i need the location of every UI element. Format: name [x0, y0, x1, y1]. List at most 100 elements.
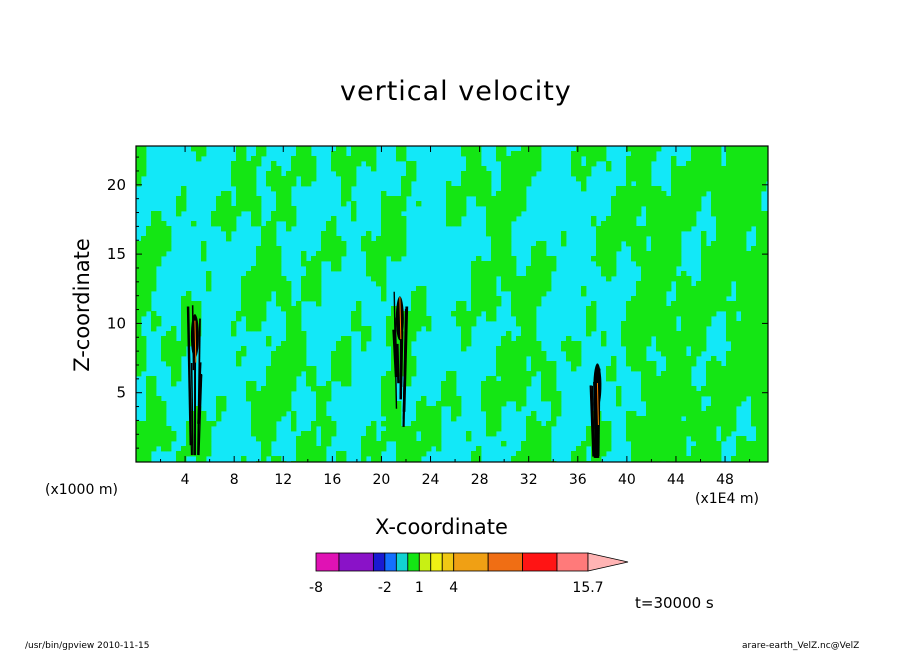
- field-cell: [321, 441, 327, 447]
- field-cell: [281, 306, 287, 312]
- field-cell: [536, 431, 542, 437]
- field-cell: [286, 301, 292, 307]
- field-cell: [631, 446, 637, 452]
- field-cell: [626, 196, 632, 202]
- field-cell: [711, 356, 717, 362]
- field-cell: [196, 321, 202, 327]
- field-cell: [411, 171, 417, 177]
- field-cell: [711, 246, 717, 252]
- field-cell: [766, 371, 768, 377]
- field-cell: [546, 391, 552, 397]
- core-streak: [198, 374, 203, 456]
- field-cell: [596, 151, 602, 157]
- field-cell: [711, 456, 717, 462]
- field-cell: [151, 211, 157, 217]
- field-cell: [261, 306, 267, 312]
- field-cell: [536, 346, 542, 352]
- field-cell: [606, 161, 612, 167]
- field-cell: [641, 311, 647, 317]
- field-cell: [471, 316, 477, 322]
- field-cell: [441, 386, 447, 392]
- field-cell: [186, 441, 192, 447]
- field-cell: [581, 446, 587, 452]
- field-cell: [301, 351, 307, 357]
- field-cell: [726, 281, 732, 287]
- field-cell: [286, 396, 292, 402]
- field-cell: [686, 401, 692, 407]
- field-cell: [741, 286, 747, 292]
- field-cell: [731, 316, 737, 322]
- field-cell: [686, 296, 692, 302]
- field-cell: [666, 406, 672, 412]
- field-cell: [276, 276, 282, 282]
- field-cell: [766, 411, 768, 417]
- field-cell: [516, 181, 522, 187]
- field-cell: [601, 446, 607, 452]
- field-cell: [496, 271, 502, 277]
- field-cell: [651, 321, 657, 327]
- field-cell: [706, 291, 712, 297]
- field-cell: [721, 201, 727, 207]
- field-cell: [741, 161, 747, 167]
- field-cell: [146, 266, 152, 272]
- field-cell: [471, 301, 477, 307]
- field-cell: [296, 306, 302, 312]
- field-cell: [741, 246, 747, 252]
- field-cell: [511, 306, 517, 312]
- field-cell: [336, 241, 342, 247]
- field-cell: [256, 431, 262, 437]
- field-cell: [371, 146, 377, 152]
- field-cell: [181, 206, 187, 212]
- field-cell: [306, 446, 312, 452]
- field-cell: [746, 451, 752, 457]
- field-cell: [396, 416, 402, 422]
- field-cell: [276, 166, 282, 172]
- x-tick-label: 8: [230, 472, 239, 488]
- field-cell: [661, 426, 667, 432]
- field-cell: [531, 291, 537, 297]
- field-cell: [421, 396, 427, 402]
- field-cell: [746, 276, 752, 282]
- field-cell: [511, 341, 517, 347]
- field-cell: [536, 281, 542, 287]
- field-cell: [756, 236, 762, 242]
- field-cell: [521, 171, 527, 177]
- field-cell: [726, 206, 732, 212]
- field-cell: [361, 436, 367, 442]
- field-cell: [181, 326, 187, 332]
- field-cell: [316, 451, 322, 457]
- field-cell: [486, 286, 492, 292]
- field-cell: [726, 276, 732, 282]
- field-cell: [691, 296, 697, 302]
- field-cell: [301, 181, 307, 187]
- field-cell: [146, 256, 152, 262]
- field-cell: [726, 401, 732, 407]
- field-cell: [301, 361, 307, 367]
- field-cell: [656, 281, 662, 287]
- field-cell: [286, 216, 292, 222]
- field-cell: [761, 286, 767, 292]
- field-cell: [651, 156, 657, 162]
- field-cell: [516, 291, 522, 297]
- field-cell: [266, 436, 272, 442]
- field-cell: [746, 341, 752, 347]
- field-cell: [736, 196, 742, 202]
- field-cell: [491, 226, 497, 232]
- field-cell: [161, 431, 167, 437]
- field-cell: [351, 311, 357, 317]
- field-cell: [651, 291, 657, 297]
- field-cell: [686, 291, 692, 297]
- field-cell: [491, 256, 497, 262]
- field-cell: [141, 171, 147, 177]
- field-cell: [696, 311, 702, 317]
- field-cell: [326, 241, 332, 247]
- field-cell: [461, 151, 467, 157]
- field-cell: [741, 181, 747, 187]
- field-cell: [526, 351, 532, 357]
- field-cell: [636, 251, 642, 257]
- field-cell: [691, 176, 697, 182]
- field-cell: [491, 391, 497, 397]
- field-cell: [271, 161, 277, 167]
- field-cell: [621, 336, 627, 342]
- field-cell: [451, 416, 457, 422]
